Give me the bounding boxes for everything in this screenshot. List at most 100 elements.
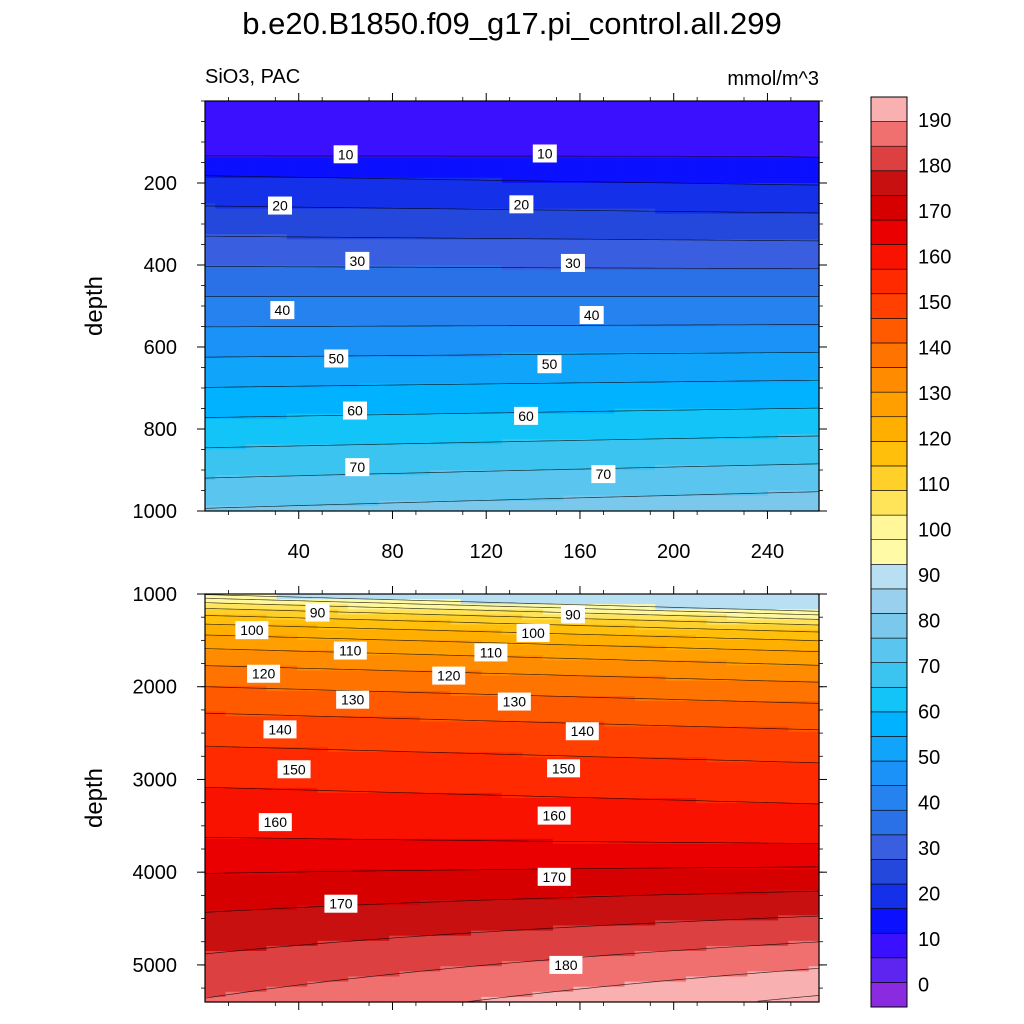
contour-fill-cell	[297, 249, 308, 256]
contour-fill-cell	[696, 249, 708, 256]
contour-fill-cell	[225, 475, 237, 481]
contour-fill-cell	[512, 172, 523, 179]
contour-fill-cell	[767, 142, 779, 148]
contour-fill-cell	[604, 111, 615, 117]
contour-fill-cell	[491, 167, 503, 174]
contour-fill-cell	[460, 439, 472, 445]
contour-fill-cell	[542, 270, 554, 276]
contour-fill-cell	[573, 106, 585, 112]
contour-fill-cell	[358, 116, 370, 123]
contour-fill-cell	[297, 403, 308, 410]
contour-fill-cell	[399, 367, 411, 374]
contour-fill-cell	[327, 136, 339, 143]
contour-fill-cell	[348, 490, 360, 497]
contour-fill-cell	[593, 295, 605, 302]
contour-fill-cell	[614, 234, 626, 240]
contour-fill-cell	[419, 459, 431, 466]
contour-fill-cell	[399, 403, 411, 410]
contour-fill-cell	[338, 300, 349, 307]
contour-fill-cell	[788, 126, 800, 133]
contour-fill-cell	[481, 485, 493, 492]
contour-fill-cell	[614, 495, 626, 502]
contour-fill-cell	[205, 377, 216, 384]
contour-fill-cell	[338, 131, 349, 138]
contour-fill-cell	[798, 203, 810, 210]
contour-fill-cell	[757, 136, 769, 143]
contour-fill-cell	[747, 352, 759, 358]
contour-fill-cell	[747, 393, 759, 399]
contour-fill-cell	[235, 131, 247, 138]
contour-fill-cell	[419, 418, 431, 425]
contour-fill-cell	[563, 382, 574, 389]
contour-fill-cell	[481, 372, 493, 379]
contour-fill-cell	[675, 464, 687, 471]
contour-fill-cell	[205, 249, 216, 256]
contour-fill-cell	[245, 352, 257, 358]
contour-fill-cell	[235, 136, 247, 143]
contour-fill-cell	[399, 480, 411, 486]
contour-fill-cell	[706, 101, 718, 107]
contour-fill-cell	[419, 336, 431, 343]
contour-fill-cell	[245, 321, 257, 328]
contour-fill-cell	[798, 403, 810, 410]
contour-fill-cell	[450, 362, 462, 369]
contour-fill-cell	[286, 388, 298, 394]
contour-fill-cell	[798, 229, 810, 235]
contour-fill-cell	[440, 218, 452, 225]
contour-fill-cell	[286, 162, 298, 169]
contour-fill-cell	[256, 382, 267, 389]
contour-fill-cell	[655, 336, 667, 343]
contour-fill-cell	[215, 331, 227, 338]
contour-fill-cell	[378, 594, 390, 600]
contour-fill-cell	[368, 177, 380, 184]
contour-fill-cell	[624, 423, 636, 430]
contour-fill-cell	[245, 218, 257, 225]
contour-fill-cell	[645, 377, 656, 384]
contour-fill-cell	[665, 388, 677, 394]
contour-fill-cell	[430, 126, 441, 133]
contour-fill-cell	[655, 270, 667, 276]
contour-fill-cell	[256, 300, 267, 307]
contour-fill-cell	[225, 295, 237, 302]
contour-fill-cell	[491, 275, 503, 281]
contour-fill-cell	[235, 270, 247, 276]
contour-fill-cell	[205, 352, 216, 358]
contour-fill-cell	[552, 403, 564, 410]
contour-fill-cell	[696, 311, 708, 317]
contour-fill-cell	[655, 357, 667, 363]
contour-fill-cell	[532, 464, 544, 471]
contour-fill-cell	[358, 285, 370, 292]
contour-fill-cell	[245, 306, 257, 312]
contour-fill-cell	[614, 280, 626, 287]
contour-fill-cell	[604, 418, 615, 425]
contour-fill-cell	[378, 116, 390, 123]
contour-fill-cell	[788, 341, 800, 348]
contour-fill-cell	[737, 239, 748, 246]
contour-fill-cell	[266, 398, 278, 404]
contour-fill-cell	[399, 136, 411, 143]
contour-fill-cell	[317, 213, 329, 220]
contour-fill-cell	[501, 116, 513, 123]
contour-fill-cell	[297, 177, 308, 184]
contour-fill-cell	[573, 403, 585, 410]
contour-fill-cell	[716, 413, 728, 420]
contour-fill-cell	[399, 341, 411, 348]
contour-fill-cell	[358, 172, 370, 179]
contour-fill-cell	[726, 470, 738, 476]
contour-fill-cell	[604, 101, 615, 107]
contour-fill-cell	[685, 131, 697, 138]
contour-fill-cell	[573, 594, 585, 600]
contour-fill-cell	[471, 362, 482, 369]
contour-fill-cell	[471, 121, 482, 128]
contour-fill-cell	[788, 470, 800, 476]
contour-fill-cell	[696, 336, 708, 343]
contour-fill-cell	[430, 280, 441, 287]
contour-fill-cell	[389, 362, 401, 369]
contour-fill-cell	[706, 470, 718, 476]
contour-fill-cell	[716, 254, 728, 261]
contour-fill-cell	[399, 203, 411, 210]
contour-fill-cell	[645, 121, 656, 128]
contour-fill-cell	[788, 500, 800, 507]
contour-fill-cell	[778, 131, 789, 138]
contour-fill-cell	[471, 377, 482, 384]
